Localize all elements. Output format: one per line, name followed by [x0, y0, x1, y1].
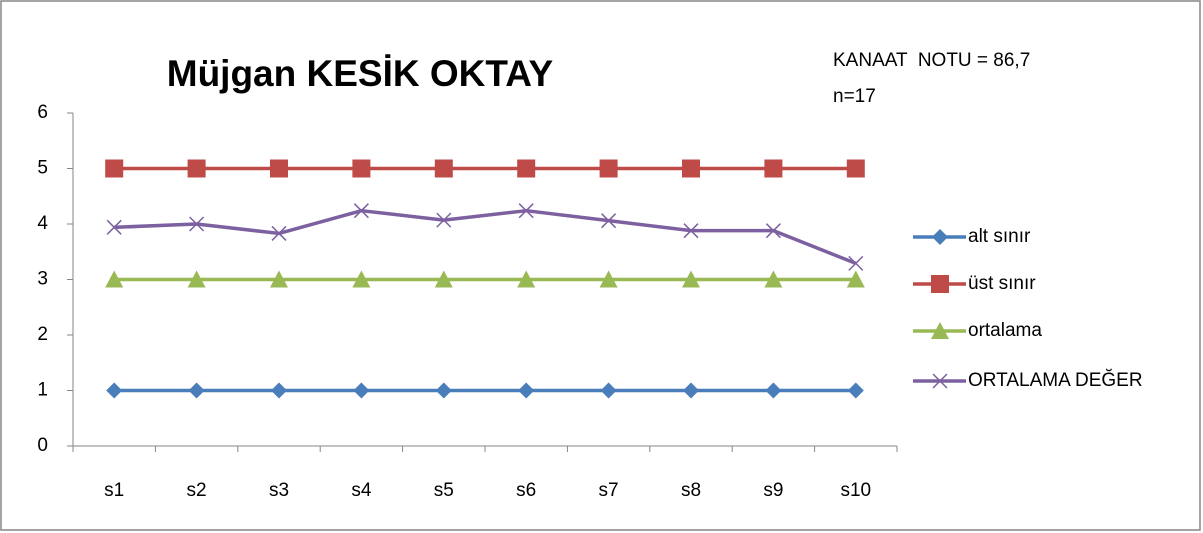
- x-tick-label: s1: [104, 480, 124, 501]
- x-tick-label: s5: [434, 480, 454, 501]
- data-point: [270, 270, 288, 288]
- data-point: [271, 225, 287, 241]
- y-tick-label: 3: [37, 269, 48, 290]
- y-tick-label: 0: [37, 435, 48, 456]
- x-tick-label: s9: [763, 480, 783, 501]
- legend-marker: [931, 322, 949, 339]
- x-tick-label: s8: [681, 480, 701, 501]
- x-tick-label: s7: [599, 480, 619, 501]
- data-point: [353, 203, 369, 219]
- data-point: [188, 382, 205, 399]
- legend-marker: [931, 275, 949, 293]
- data-point: [518, 382, 535, 399]
- y-tick-label: 2: [37, 324, 48, 345]
- data-point: [765, 382, 782, 399]
- data-point: [271, 382, 287, 399]
- data-point: [270, 159, 288, 178]
- data-point: [436, 212, 452, 228]
- chart-title: Müjgan KESİK OKTAY: [167, 53, 554, 94]
- data-point: [599, 270, 618, 288]
- legend-label: ORTALAMA DEĞER: [968, 369, 1143, 391]
- x-tick-label: s3: [269, 480, 289, 501]
- data-point: [105, 270, 124, 288]
- legend-label: alt sınır: [968, 226, 1031, 247]
- legend-marker: [932, 373, 948, 389]
- data-point: [600, 382, 617, 399]
- data-point: [189, 216, 205, 232]
- data-point: [518, 203, 534, 219]
- x-tick-label: s4: [351, 480, 372, 501]
- data-point: [599, 159, 618, 178]
- data-point: [352, 159, 371, 178]
- y-tick-label: 6: [37, 102, 48, 123]
- data-point: [353, 382, 370, 399]
- data-point: [106, 382, 123, 399]
- annotation: KANAAT NOTU = 86,7: [833, 50, 1030, 71]
- data-point: [435, 382, 452, 399]
- legend-label: üst sınır: [968, 273, 1036, 294]
- data-point: [682, 159, 700, 178]
- data-point: [683, 223, 699, 239]
- data-point: [105, 159, 124, 178]
- x-tick-label: s10: [840, 480, 871, 501]
- data-point: [846, 159, 865, 178]
- series-line: [114, 208, 857, 266]
- x-tick-label: s6: [516, 480, 536, 501]
- data-point: [765, 223, 781, 239]
- y-tick-label: 5: [37, 158, 48, 179]
- annotation: n=17: [833, 86, 876, 107]
- data-point: [764, 159, 783, 178]
- data-point: [848, 255, 864, 271]
- legend-label: ortalama: [968, 320, 1042, 341]
- data-point: [106, 219, 122, 235]
- legend-marker: [932, 229, 948, 245]
- x-tick-label: s2: [187, 480, 207, 501]
- data-point: [187, 270, 206, 288]
- data-point: [352, 270, 371, 288]
- data-point: [601, 213, 617, 229]
- data-point: [517, 159, 536, 178]
- data-point: [517, 270, 536, 288]
- data-point: [434, 159, 453, 178]
- data-point: [847, 382, 864, 399]
- data-point: [187, 159, 206, 178]
- data-point: [846, 270, 865, 288]
- y-tick-label: 4: [37, 213, 48, 234]
- data-point: [434, 270, 453, 288]
- data-point: [764, 270, 783, 288]
- data-point: [682, 270, 700, 288]
- y-tick-label: 1: [37, 380, 48, 401]
- data-point: [683, 382, 699, 399]
